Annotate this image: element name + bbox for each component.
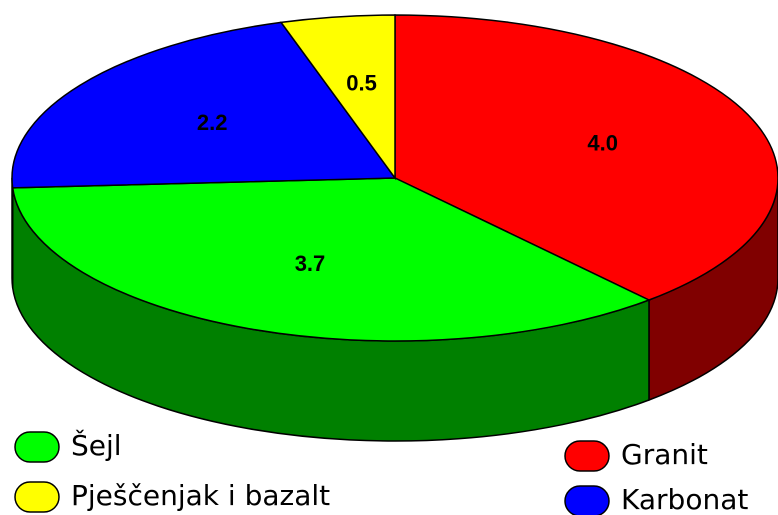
slice [11,21,397,189]
slice [394,14,778,301]
legend-marker [14,481,60,513]
legend-label: Karbonat [621,483,748,515]
value-label: 2.2 [197,110,228,135]
value-label: 0.5 [346,70,377,95]
legend-label: Granit [621,438,708,471]
legend-label: Šejl [71,428,122,462]
legend-marker [14,431,60,463]
legend-label: Pješčenjak i bazalt [71,479,330,512]
legend-marker [564,485,610,515]
slice [279,14,396,181]
slice-side [11,177,14,288]
slice [11,177,651,342]
value-label: 3.7 [295,251,326,276]
legend-marker [564,440,610,472]
value-label: 4.0 [587,130,618,155]
